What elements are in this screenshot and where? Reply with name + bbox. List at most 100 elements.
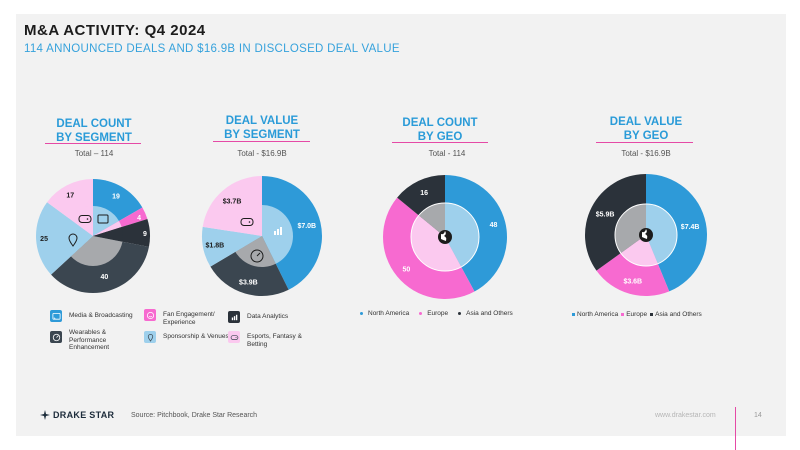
globe-icon	[438, 230, 452, 244]
pie-inner-slice-3	[418, 202, 445, 237]
location-pin-icon	[68, 233, 78, 247]
page-subtitle: 114 ANNOUNCED DEALS AND $16.9B IN DISCLO…	[24, 43, 400, 55]
chart2-title-line2: BY SEGMENT	[224, 129, 300, 141]
geo-legend-item: North America	[360, 310, 409, 317]
geo-legend-item: Europe	[419, 310, 448, 317]
website-url: www.drakestar.com	[655, 412, 716, 419]
chart1-title-line2: BY SEGMENT	[56, 132, 132, 144]
geo-legend-item: Europe	[621, 311, 647, 318]
value-label: $3.6B	[623, 279, 642, 286]
legend-media-broadcasting: Media & Broadcasting	[50, 310, 139, 322]
legend-label: Data Analytics	[247, 313, 289, 320]
legend-label: Sponsorship & Venues	[163, 333, 229, 340]
geo-legend-label: Asia and Others	[655, 311, 702, 318]
value-label: 4	[137, 215, 141, 222]
geo-legend-count: North America Europe Asia and Others	[360, 310, 523, 317]
legend-label: Esports, Fantasy & Betting	[247, 333, 302, 348]
gamepad-icon	[240, 218, 254, 226]
legend-fan-engagement: Fan Engagement/ Experience	[144, 309, 233, 326]
chart3-title: DEAL COUNT BY GEO	[370, 116, 510, 144]
geo-legend-label: Europe	[427, 310, 449, 317]
globe-icon	[639, 228, 653, 242]
value-label: 48	[490, 222, 498, 229]
legend-label: Media & Broadcasting	[69, 312, 133, 319]
value-label: 19	[112, 194, 120, 201]
pie-inner-slice-3	[231, 231, 262, 252]
bar-chart-icon	[274, 227, 282, 235]
chart3-total: Total - 114	[428, 149, 466, 158]
chart4-underline	[596, 142, 693, 143]
value-label: 16	[420, 190, 428, 197]
geo-legend-label: Asia and Others	[466, 310, 513, 317]
location-pin-icon	[144, 331, 156, 343]
chart4-title: DEAL VALUE BY GEO	[576, 115, 716, 143]
pie-inner-slice-6	[68, 206, 93, 236]
chart2-underline	[213, 141, 310, 142]
legend-label: Wearables & Performance Enhancement	[69, 329, 110, 351]
source-note: Source: Pitchbook, Drake Star Research	[131, 412, 258, 419]
value-label: $7.0B	[297, 223, 316, 230]
drake-star-logo: DRAKE STAR	[40, 410, 114, 420]
chart4-total: Total - $16.9B	[621, 149, 671, 158]
smile-icon	[144, 309, 156, 321]
speedometer-icon	[250, 249, 264, 263]
value-label: 17	[66, 192, 74, 199]
chart3-underline	[392, 142, 488, 143]
legend-label: Fan Engagement/ Experience	[163, 311, 215, 326]
value-label: $5.9B	[596, 212, 615, 219]
chart4-title-line2: BY GEO	[623, 130, 669, 142]
pie-inner-slice-3	[93, 227, 123, 242]
chart3-title-line2: BY GEO	[417, 131, 463, 143]
pie-inner-slice-3	[615, 204, 646, 254]
pie-inner-slice-2	[93, 221, 122, 236]
bar-chart-icon	[228, 311, 240, 323]
geo-legend-label: North America	[368, 310, 410, 317]
geo-legend-item: Asia and Others	[650, 311, 702, 318]
pie-inner-slice-2	[620, 235, 658, 266]
value-label: $1.8B	[206, 243, 225, 250]
pie-inner-slice-5	[63, 218, 93, 257]
chart2-title-line1: DEAL VALUE	[225, 115, 299, 127]
chart4-title-line1: DEAL VALUE	[609, 116, 683, 128]
value-label: 25	[40, 236, 48, 243]
pie-inner-slice-1	[93, 206, 119, 236]
page-title: M&A ACTIVITY: Q4 2024	[24, 22, 206, 39]
pie-inner-slice-4	[231, 205, 262, 236]
geo-legend-item: Asia and Others	[458, 310, 513, 317]
gamepad-icon	[78, 215, 92, 223]
value-label: 9	[143, 231, 147, 238]
pie-inner-slice-4	[70, 236, 123, 266]
legend-wearables: Wearables & Performance Enhancement	[50, 327, 139, 352]
legend-esports: Esports, Fantasy & Betting	[228, 331, 317, 348]
chart1-title-line1: DEAL COUNT	[56, 118, 132, 130]
pie-inner-slice-2	[235, 236, 276, 267]
inner-ring	[410, 202, 480, 272]
chart1-total: Total – 114	[74, 149, 114, 158]
cast-icon	[97, 214, 109, 224]
legend-data-analytics: Data Analytics	[228, 311, 317, 323]
geo-legend-label: Europe	[626, 311, 648, 318]
pie-inner-slice-1	[445, 202, 480, 267]
page-number: 14	[754, 412, 762, 419]
chart3-title-line1: DEAL COUNT	[402, 117, 478, 129]
geo-legend-value: North America Europe Asia and Others	[572, 311, 712, 318]
speedometer-icon	[50, 331, 62, 343]
logo-text: DRAKE STAR	[53, 410, 115, 420]
value-label: $3.7B	[223, 199, 242, 206]
geo-legend-label: North America	[577, 311, 619, 318]
pie-slice-3	[585, 174, 646, 271]
pie-inner-slice-1	[646, 204, 677, 264]
value-label: $7.4B	[681, 224, 700, 231]
value-label: 50	[403, 266, 411, 273]
cast-icon	[50, 310, 62, 322]
chart2-title: DEAL VALUE BY SEGMENT	[192, 114, 332, 142]
star-logo-icon	[40, 410, 50, 420]
legend-sponsorship-venues: Sponsorship & Venues	[144, 331, 233, 343]
chart2-total: Total - $16.9B	[237, 149, 287, 158]
value-label: 40	[101, 274, 109, 281]
footer-divider	[735, 407, 736, 450]
inner-ring	[614, 203, 678, 267]
gamepad-icon	[228, 331, 240, 343]
